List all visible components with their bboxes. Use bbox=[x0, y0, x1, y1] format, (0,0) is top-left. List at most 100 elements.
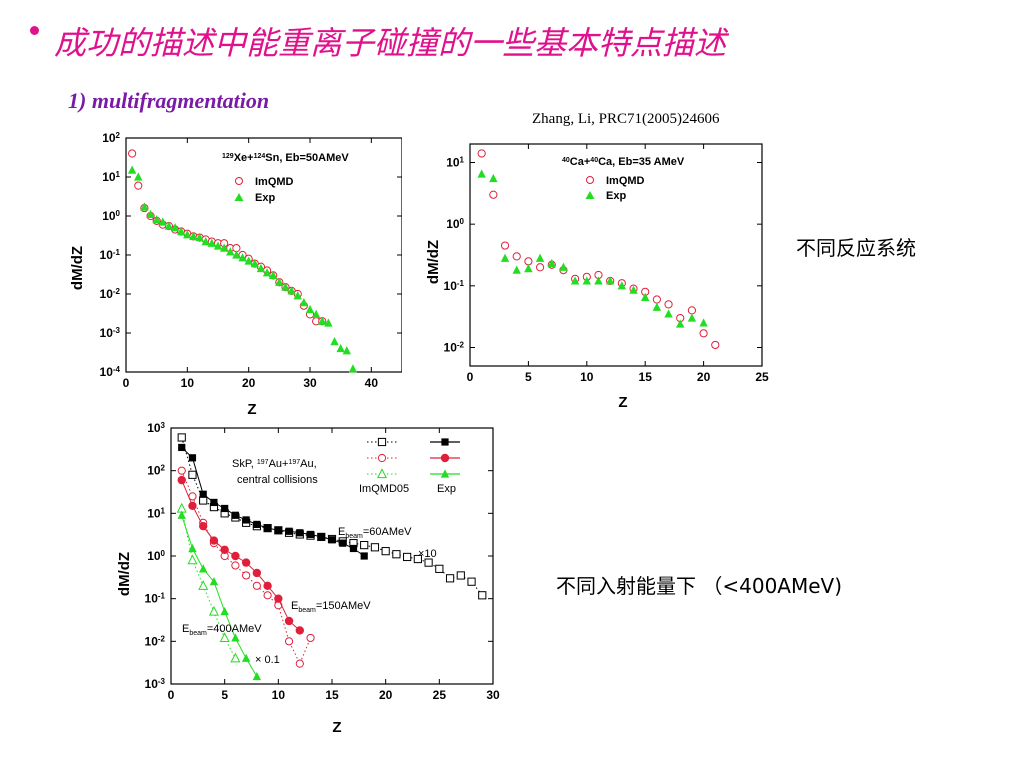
data-point bbox=[198, 580, 209, 590]
data-point bbox=[158, 217, 167, 226]
x-tick-label: 5 bbox=[221, 688, 228, 702]
x-tick-label: 0 bbox=[168, 688, 175, 702]
data-point bbox=[392, 550, 401, 559]
y-axis-label: dM/dZ bbox=[425, 240, 442, 284]
data-point bbox=[231, 551, 240, 561]
data-point bbox=[242, 571, 251, 580]
y-tick-label: 10-3 bbox=[100, 326, 121, 341]
data-point bbox=[127, 165, 137, 174]
chart-au-au: 0 5 10 15 20 25 30 10-3 10-2 10-1 100 101 102 103 SkP… bbox=[105, 414, 510, 748]
data-point bbox=[285, 527, 293, 535]
data-point bbox=[241, 653, 251, 662]
title-bullet bbox=[30, 26, 39, 35]
data-point bbox=[210, 498, 218, 507]
data-point bbox=[199, 490, 207, 498]
data-point bbox=[305, 304, 315, 314]
data-point bbox=[230, 652, 241, 663]
data-point bbox=[220, 606, 229, 616]
data-point bbox=[330, 337, 339, 346]
legend-imqmd-label: ImQMD bbox=[255, 176, 294, 188]
data-point bbox=[547, 258, 556, 268]
x-tick-label: 20 bbox=[697, 370, 711, 384]
data-point bbox=[178, 443, 186, 452]
data-point bbox=[219, 243, 229, 252]
data-point bbox=[238, 253, 247, 262]
data-point bbox=[699, 329, 708, 338]
section-subtitle: 1) multifragmentation bbox=[68, 88, 270, 113]
data-point bbox=[317, 533, 325, 541]
chart-title: 40Ca+40Ca, Eb=35 AMeV bbox=[562, 156, 685, 168]
data-point bbox=[231, 633, 240, 642]
data-point bbox=[500, 253, 510, 262]
data-point bbox=[189, 231, 198, 240]
legend-imqmd-marker bbox=[586, 176, 594, 184]
data-point bbox=[424, 558, 433, 567]
data-point bbox=[188, 501, 197, 511]
data-point bbox=[284, 637, 294, 646]
data-point bbox=[177, 226, 186, 236]
data-point bbox=[187, 554, 198, 565]
data-point bbox=[209, 536, 219, 545]
data-point bbox=[262, 268, 272, 277]
data-point bbox=[140, 202, 149, 211]
note-different-systems: 不同反应系统 bbox=[796, 236, 916, 260]
data-point bbox=[177, 475, 186, 485]
data-point bbox=[134, 181, 143, 190]
data-point bbox=[287, 286, 296, 295]
data-point bbox=[311, 309, 321, 318]
data-point bbox=[199, 496, 208, 505]
data-point bbox=[226, 247, 235, 256]
data-point bbox=[213, 241, 223, 250]
chart-title: 129Xe+124Sn, Eb=50AMeV bbox=[222, 152, 349, 164]
data-point bbox=[195, 232, 204, 242]
x-axis-label: Z bbox=[332, 719, 341, 736]
y-tick-label: 100 bbox=[147, 549, 165, 564]
data-point bbox=[188, 470, 197, 479]
data-point bbox=[370, 543, 380, 552]
data-point bbox=[664, 309, 673, 318]
label-ebeam-150: Ebeam=150AMeV bbox=[291, 600, 371, 614]
data-point bbox=[328, 536, 336, 544]
legend-marker-imqmd05 bbox=[377, 453, 387, 463]
data-point bbox=[512, 265, 521, 274]
data-point bbox=[445, 574, 455, 583]
data-point bbox=[242, 516, 250, 524]
x-axis-label: Z bbox=[618, 394, 627, 411]
plot-background bbox=[105, 414, 510, 748]
legend-marker-imqmd05 bbox=[377, 437, 387, 447]
data-point bbox=[188, 454, 197, 462]
y-tick-label: 102 bbox=[147, 463, 165, 478]
data-point bbox=[559, 262, 568, 271]
data-point bbox=[231, 561, 240, 570]
y-tick-label: 10-2 bbox=[100, 287, 121, 302]
data-point bbox=[269, 270, 278, 279]
data-point bbox=[489, 190, 498, 199]
data-point bbox=[296, 529, 304, 537]
data-point bbox=[605, 276, 615, 285]
data-point bbox=[524, 264, 533, 273]
data-point bbox=[253, 520, 261, 529]
data-point bbox=[295, 659, 304, 668]
label-ebeam-400: Ebeam=400AMeV bbox=[182, 623, 262, 637]
data-point bbox=[256, 263, 266, 273]
data-point bbox=[252, 568, 262, 578]
x-tick-label: 30 bbox=[303, 376, 317, 390]
data-point bbox=[209, 577, 219, 586]
legend-exp-marker bbox=[234, 193, 244, 201]
legend-exp-label: Exp bbox=[606, 190, 626, 202]
legend-imqmd-marker bbox=[235, 177, 243, 185]
data-point bbox=[413, 554, 422, 564]
y-tick-label: 103 bbox=[147, 421, 165, 436]
x-tick-label: 15 bbox=[325, 688, 339, 702]
x-tick-label: 25 bbox=[433, 688, 447, 702]
data-point bbox=[478, 591, 487, 600]
data-point bbox=[594, 276, 603, 285]
data-point bbox=[128, 149, 137, 158]
data-point bbox=[177, 510, 186, 519]
data-point bbox=[299, 298, 309, 307]
citation: Zhang, Li, PRC71(2005)24606 bbox=[532, 111, 720, 127]
data-point bbox=[652, 302, 662, 311]
data-point bbox=[306, 633, 315, 643]
legend-exp-label: Exp bbox=[255, 192, 275, 204]
note-different-energies: 不同入射能量下 （<400AMeV) bbox=[556, 574, 843, 598]
